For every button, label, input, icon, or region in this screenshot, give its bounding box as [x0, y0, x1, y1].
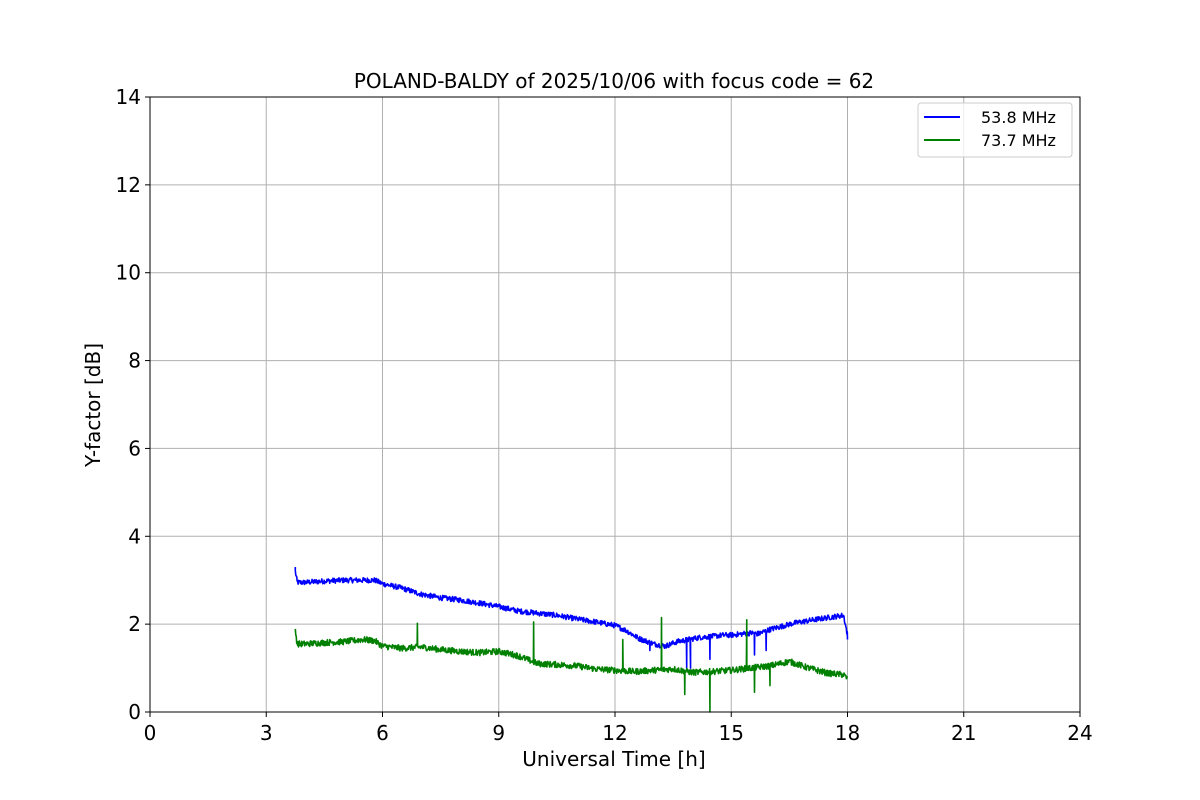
y-tick-label: 12 — [116, 173, 141, 197]
chart-title: POLAND-BALDY of 2025/10/06 with focus co… — [354, 69, 874, 93]
y-tick-label: 0 — [128, 700, 141, 724]
x-tick-label: 12 — [602, 721, 627, 745]
series-line-2 — [294, 616, 849, 713]
x-tick-label: 15 — [719, 721, 744, 745]
y-tick-label: 4 — [128, 524, 141, 548]
plot-area — [294, 567, 849, 713]
y-axis-label: Y-factor [dB] — [81, 343, 105, 468]
y-tick-label: 2 — [128, 612, 141, 636]
series-line-1 — [294, 567, 849, 669]
legend-entry-label: 73.7 MHz — [981, 131, 1056, 150]
y-tick-label: 14 — [116, 85, 141, 109]
y-axis: 0 2 4 6 8 10 12 14 — [116, 85, 150, 724]
x-tick-label: 9 — [492, 721, 505, 745]
x-tick-label: 18 — [835, 721, 860, 745]
x-tick-label: 6 — [376, 721, 389, 745]
y-tick-label: 6 — [128, 436, 141, 460]
legend: 53.8 MHz 73.7 MHz — [917, 102, 1073, 158]
x-tick-label: 0 — [144, 721, 157, 745]
x-tick-label: 21 — [951, 721, 976, 745]
x-tick-label: 3 — [260, 721, 273, 745]
x-axis-label: Universal Time [h] — [522, 747, 705, 771]
x-tick-label: 24 — [1067, 721, 1092, 745]
y-tick-label: 10 — [116, 261, 141, 285]
grid — [150, 97, 1080, 712]
x-axis: 0 3 6 9 12 15 18 21 24 — [144, 712, 1093, 745]
y-tick-label: 8 — [128, 349, 141, 373]
legend-entry-label: 53.8 MHz — [981, 108, 1056, 127]
